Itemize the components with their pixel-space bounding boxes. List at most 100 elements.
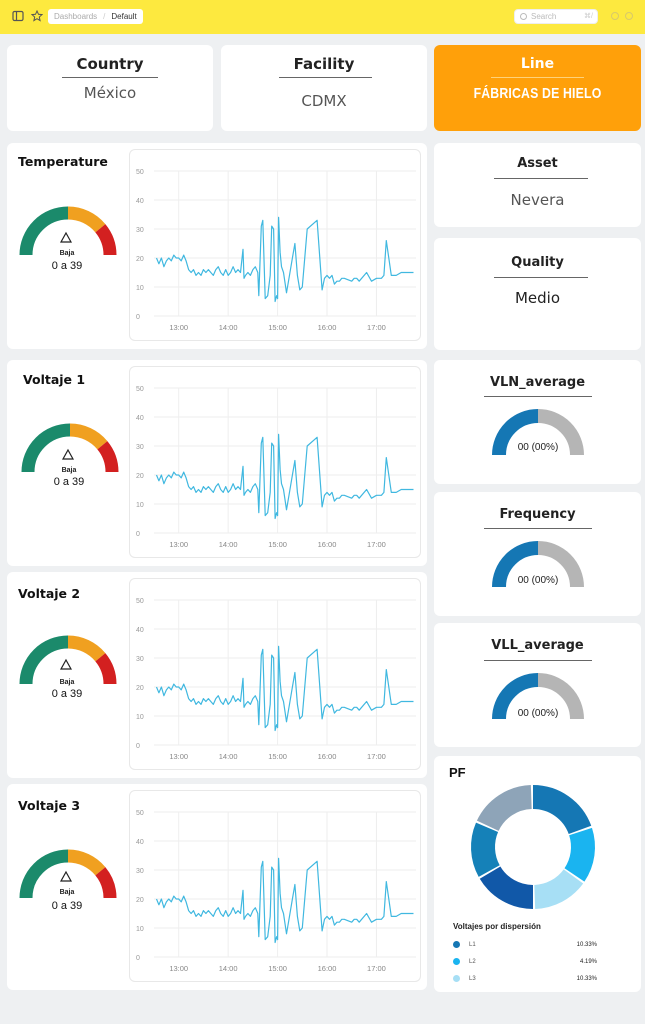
range-gauge [19,635,117,685]
gauge-band-high [95,867,117,899]
sidebar-toggle-icon[interactable] [12,10,24,22]
semi-gauge [492,409,584,456]
series-line [155,857,414,944]
pf-donut-chart [471,785,595,909]
legend-l3-dot [453,975,460,982]
y-tick-label: 30 [136,227,144,234]
asset-card[interactable]: Asset Nevera [434,143,641,227]
vll-average-title: VLL_average [491,638,584,653]
x-tick-label: 17:00 [367,752,386,761]
range-gauge [21,423,119,473]
y-tick-label: 10 [136,285,144,292]
x-tick-label: 14:00 [219,323,238,332]
y-tick-label: 50 [136,386,144,393]
window-controls-icon[interactable] [610,10,636,22]
metric-title: Voltaje 2 [18,586,81,601]
vln-average-title: VLN_average [489,375,586,390]
x-tick-label: 13:00 [169,752,188,761]
gauge-band-mid [67,206,106,233]
gauge-band-high [97,441,119,473]
quality-label: Quality [511,255,564,270]
pf-title: PF [449,765,466,780]
line-card[interactable]: Line FÁBRICAS DE HIELO [434,45,641,131]
semi-gauge-rest [537,673,584,720]
range-gauge [19,849,117,899]
gauge-label: Baja [59,679,75,686]
x-tick-label: 14:00 [219,752,238,761]
search-placeholder: Search [531,12,557,21]
line-chart: 0 10 20 30 40 50 13:00 14:00 15:00 16:00 17:00 [129,149,421,341]
gauge-label: Baja [61,467,77,474]
y-tick-label: 50 [136,598,144,605]
y-tick-label: 0 [136,955,140,962]
search-shortcut: ⌘/ [584,13,593,20]
quality-card[interactable]: Quality Medio [434,238,641,350]
x-tick-label: 13:00 [169,323,188,332]
gauge-band-mid [67,849,106,876]
donut-slice [533,868,584,909]
legend-l1-name: L1 [469,942,476,948]
facility-card[interactable]: Facility CDMX [221,45,427,131]
y-tick-label: 40 [136,415,144,422]
country-label: Country [76,55,144,73]
y-tick-label: 10 [136,714,144,721]
legend-l2-dot [453,958,460,965]
donut-slice [532,785,592,835]
legend-l1-value: 10.33% [576,942,597,948]
metric-card-temperature: Temperature Baja 0 a 39 0 10 20 30 40 50 13:00… [7,143,427,349]
metric-title: Temperature [18,154,108,169]
search-input[interactable]: Search ⌘/ [514,9,598,24]
gauge-band-mid [67,635,106,662]
breadcrumb-default[interactable]: Default [111,12,137,21]
series-line [155,216,414,303]
x-tick-label: 14:00 [219,964,238,973]
gauge-range: 0 a 39 [51,900,83,912]
semi-gauge-fill [492,673,539,720]
gauge-band-mid [69,423,108,450]
semi-gauge-rest [537,409,584,456]
y-tick-label: 20 [136,897,144,904]
gauge-band-low [19,849,69,899]
y-tick-label: 50 [136,169,144,176]
breadcrumb-dashboards[interactable]: Dashboards [54,12,98,21]
metric-title: Voltaje 3 [18,798,81,813]
breadcrumb: Dashboards / Default [48,9,143,24]
legend-l2-name: L2 [469,959,476,965]
frequency-title: Frequency [499,507,576,522]
y-tick-label: 20 [136,256,144,263]
country-card[interactable]: Country México [7,45,213,131]
x-tick-label: 14:00 [219,540,238,549]
y-tick-label: 30 [136,444,144,451]
gauge-band-high [95,224,117,256]
y-tick-label: 40 [136,839,144,846]
line-value: FÁBRICAS DE HIELO [473,85,602,102]
facility-value: CDMX [301,92,347,110]
y-tick-label: 40 [136,627,144,634]
semi-gauge-rest [537,541,584,588]
gauge-range: 0 a 39 [51,688,83,700]
frequency-card: Frequency 00 (00%) [434,492,641,616]
search-icon [520,13,527,20]
range-gauge [19,206,117,256]
star-icon[interactable] [31,10,43,22]
frequency-value: 00 (00%) [517,575,559,586]
vln-average-card: VLN_average 00 (00%) [434,360,641,484]
gauge-range: 0 a 39 [53,476,85,488]
x-tick-label: 15:00 [268,323,287,332]
gauge-label: Baja [59,889,75,896]
gauge-band-high [95,653,117,685]
x-tick-label: 15:00 [268,964,287,973]
donut-slice [471,822,500,877]
legend-l3-value: 10.33% [576,976,597,982]
x-tick-label: 15:00 [268,540,287,549]
legend-l1-dot [453,941,460,948]
y-tick-label: 0 [136,314,140,321]
donut-slice [476,785,533,832]
country-value: México [83,84,137,102]
y-tick-label: 20 [136,473,144,480]
vln-average-value: 00 (00%) [517,442,559,453]
facility-label: Facility [293,55,355,73]
line-chart: 0 10 20 30 40 50 13:00 14:00 15:00 16:00 17:00 [129,366,421,558]
warning-triangle-icon [59,231,73,243]
y-tick-label: 0 [136,743,140,750]
